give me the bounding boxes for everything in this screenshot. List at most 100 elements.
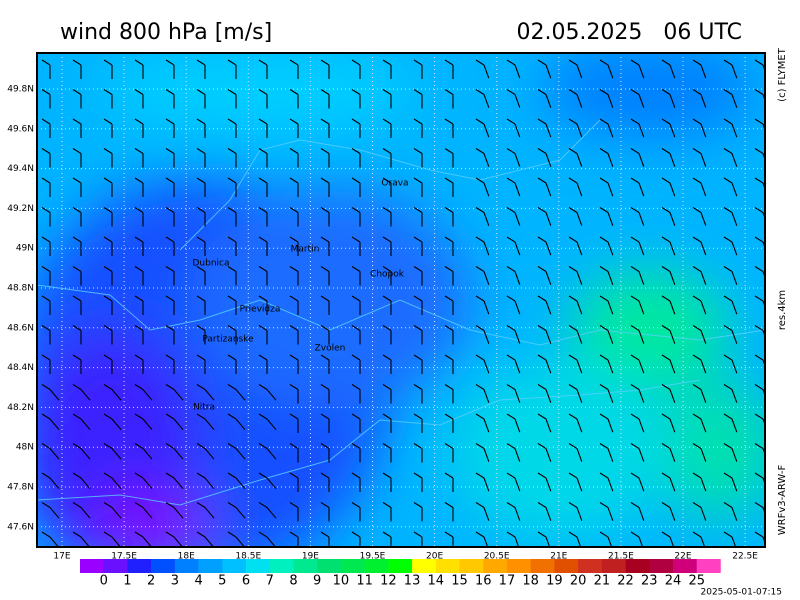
colorbar-swatch <box>246 559 271 573</box>
wind-barb <box>103 472 122 490</box>
wind-barb <box>630 89 645 108</box>
wind-barb <box>413 177 423 197</box>
wind-barb <box>382 118 392 138</box>
wind-barb <box>723 531 737 547</box>
lat-label: 48.8N <box>7 284 34 294</box>
wind-barb <box>630 295 645 315</box>
wind-barb <box>227 325 237 345</box>
colorbar-swatch <box>269 559 294 573</box>
colorbar-swatch <box>317 559 342 573</box>
colorbar-swatch <box>340 559 365 573</box>
wind-barb <box>723 207 738 226</box>
wind-barb <box>413 295 423 315</box>
wind-barb <box>72 207 82 227</box>
wind-barb <box>41 531 60 547</box>
wind-barb <box>165 502 184 519</box>
wind-barb <box>227 502 246 519</box>
wind-barb <box>568 295 583 315</box>
wind-barb <box>630 531 644 547</box>
wind-barb <box>165 207 175 227</box>
colorbar-swatch <box>174 559 199 573</box>
wind-barb <box>661 354 676 374</box>
wind-barb <box>661 472 676 492</box>
wind-barb <box>41 502 60 519</box>
colorbar-swatch <box>459 559 484 573</box>
wind-barb <box>599 266 614 285</box>
wind-barb <box>351 472 361 492</box>
wind-barb <box>258 354 268 374</box>
borders <box>37 119 765 506</box>
wind-barb <box>72 413 91 431</box>
colorbar-label: 2 <box>147 574 155 589</box>
wind-barb <box>661 295 676 315</box>
wind-barb <box>72 384 91 401</box>
wind-barb <box>258 118 268 138</box>
wind-barb <box>754 295 765 309</box>
colorbar-label: 0 <box>100 574 108 589</box>
colorbar-swatch <box>530 559 555 573</box>
wind-barb <box>444 472 454 492</box>
wind-barb <box>72 89 82 109</box>
wind-barb <box>506 384 521 403</box>
place-label: Martin <box>291 245 320 255</box>
wind-barb <box>41 177 51 197</box>
wind-barb <box>599 148 614 167</box>
wind-barb <box>72 531 91 547</box>
wind-barb <box>537 177 552 197</box>
wind-barb <box>103 384 122 401</box>
wind-barb <box>754 89 765 102</box>
wind-barb <box>258 89 268 109</box>
wind-barb <box>258 59 268 79</box>
wind-barb <box>165 354 175 374</box>
wind-barb <box>72 59 82 79</box>
wind-barb <box>506 531 520 547</box>
colorbar-swatch <box>222 559 247 573</box>
wind-barb <box>568 502 583 521</box>
wind-barb <box>754 266 765 279</box>
wind-barb <box>351 207 361 227</box>
place-label: Zvolen <box>315 344 346 354</box>
colorbar-swatch <box>151 559 176 573</box>
wind-barb <box>165 236 175 256</box>
colorbar-swatch <box>80 559 105 573</box>
wind-barb <box>599 236 614 256</box>
wind-barb <box>630 325 645 344</box>
map <box>37 53 765 547</box>
wind-barb <box>692 295 707 315</box>
lat-label: 49.6N <box>7 124 34 134</box>
wind-barb <box>506 236 521 256</box>
wind-barb <box>134 384 153 401</box>
wind-barb <box>413 148 423 168</box>
wind-barb <box>599 531 613 547</box>
wind-barb <box>134 177 144 197</box>
wind-barb <box>134 89 144 109</box>
wind-barb <box>630 384 645 403</box>
wind-barb <box>134 59 144 79</box>
wind-barb <box>661 443 676 462</box>
colorbar-swatch <box>554 559 579 573</box>
wind-barb <box>320 354 330 374</box>
wind-barb <box>692 148 707 167</box>
colorbar-label: 8 <box>289 574 297 589</box>
colorbar-label: 17 <box>499 574 516 589</box>
colorbar-label: 15 <box>451 574 468 589</box>
colorbar-swatch <box>435 559 460 573</box>
wind-barb <box>475 89 490 108</box>
wind-barb <box>723 266 738 285</box>
wind-barb <box>72 266 82 286</box>
wind-barb <box>134 295 144 315</box>
wind-barb <box>196 443 215 460</box>
wind-barb <box>537 89 552 108</box>
wind-barb <box>692 266 707 285</box>
wind-barb <box>537 148 552 167</box>
wind-barb <box>289 384 299 404</box>
wind-barb <box>351 531 361 547</box>
wind-barb <box>196 118 206 138</box>
wind-barb <box>258 207 268 227</box>
wind-barb <box>506 59 521 79</box>
wind-barb <box>41 59 51 79</box>
wind-barb <box>537 531 551 547</box>
wind-barb <box>72 148 82 168</box>
wind-barb <box>723 236 738 256</box>
wind-barb <box>165 531 184 547</box>
